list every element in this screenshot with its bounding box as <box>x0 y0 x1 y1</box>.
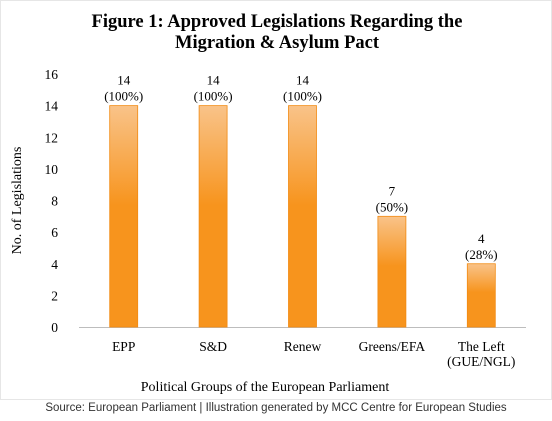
x-tick-label: EPP <box>112 339 135 354</box>
bar-data-label: (100%) <box>283 89 322 104</box>
y-tick-label: 4 <box>51 257 58 272</box>
x-tick-label: (GUE/NGL) <box>447 354 515 369</box>
y-tick-label: 16 <box>45 67 59 82</box>
chart-title-line: Figure 1: Approved Legislations Regardin… <box>92 12 463 32</box>
data-labels: 14(100%)14(100%)14(100%)7(50%)4(28%) <box>104 73 497 262</box>
y-tick-label: 6 <box>51 225 58 240</box>
bar-data-label: (100%) <box>194 89 233 104</box>
bar <box>109 105 139 328</box>
bar-data-label: 14 <box>117 73 131 88</box>
bar-data-label: 4 <box>478 231 485 246</box>
x-tick-label: S&D <box>199 339 227 354</box>
y-tick-label: 14 <box>45 99 59 114</box>
y-tick-label: 8 <box>51 194 58 209</box>
chart-title: Figure 1: Approved Legislations Regardin… <box>92 12 463 53</box>
y-axis-label: No. of Legislations <box>10 147 25 255</box>
x-axis: EPP S&D Renew Greens/EFA The Left(GUE/NGL) <box>79 327 526 369</box>
bar <box>288 105 317 328</box>
x-axis-label: Political Groups of the European Parliam… <box>141 380 390 395</box>
chart-frame: Figure 1: Approved Legislations Regardin… <box>0 0 552 400</box>
bar <box>198 105 228 328</box>
bar <box>377 215 407 328</box>
bar-data-label: (100%) <box>104 89 143 104</box>
bar-chart: Figure 1: Approved Legislations Regardin… <box>10 12 526 395</box>
bar-data-label: 14 <box>207 73 221 88</box>
bar-data-label: 14 <box>296 73 310 88</box>
y-tick-label: 10 <box>45 162 59 177</box>
x-tick-label: The Left <box>458 339 505 354</box>
bar <box>466 263 496 328</box>
x-tick-label: Renew <box>284 339 322 354</box>
bars <box>109 105 496 328</box>
bar-data-label: (28%) <box>465 247 498 262</box>
y-tick-label: 12 <box>45 130 59 145</box>
bar-data-label: 7 <box>389 183 396 198</box>
y-axis: 0 2 4 6 8 10 12 14 16 <box>45 67 59 335</box>
bar-data-label: (50%) <box>376 199 409 214</box>
chart-title-line: Migration & Asylum Pact <box>175 33 380 53</box>
source-note: Source: European Parliament | Illustrati… <box>45 402 507 414</box>
y-tick-label: 0 <box>51 320 58 335</box>
y-tick-label: 2 <box>51 288 58 303</box>
x-tick-label: Greens/EFA <box>359 339 426 354</box>
